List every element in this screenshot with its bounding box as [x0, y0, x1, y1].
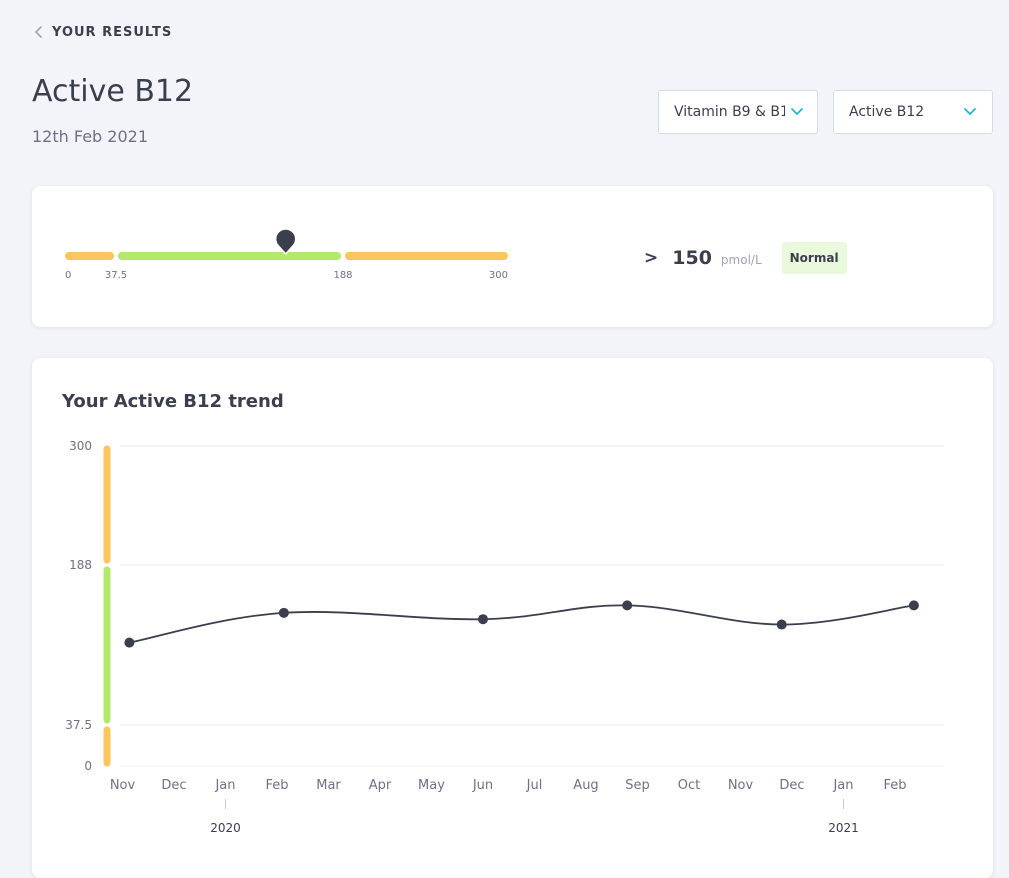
data-point: [124, 637, 135, 648]
result-marker-icon: [275, 228, 297, 256]
chevron-down-icon: [791, 108, 803, 115]
range-tick-label: 37.5: [105, 270, 127, 281]
range-bar: 0 37.5 188 300: [65, 228, 508, 281]
data-point: [622, 600, 633, 611]
data-point: [776, 619, 787, 630]
x-tick-label: Jul: [526, 778, 543, 793]
result-value-group: > 150 pmol/L Normal: [644, 242, 847, 274]
x-tick-label: Jan: [214, 778, 235, 793]
range-tick-label: 300: [489, 270, 508, 281]
y-tick-label: 188: [69, 558, 92, 572]
trend-line: [129, 604, 915, 644]
result-range-card: 0 37.5 188 300 > 150 pmol/L Normal: [32, 186, 993, 327]
chevron-down-icon: [964, 108, 976, 115]
page-title: Active B12: [32, 74, 194, 109]
data-point: [478, 614, 488, 625]
x-tick-label: Aug: [573, 778, 598, 793]
x-tick-label: Nov: [110, 778, 136, 793]
test-select[interactable]: Active B12: [833, 90, 993, 134]
x-tick-label: Jan: [832, 778, 853, 793]
category-select[interactable]: Vitamin B9 & B12: [658, 90, 818, 134]
x-tick-label: Mar: [316, 778, 341, 793]
x-tick-label: Dec: [779, 778, 804, 793]
result-unit: pmol/L: [720, 253, 762, 267]
year-label: 2020: [210, 821, 241, 835]
x-tick-label: Feb: [265, 778, 288, 793]
y-tick-label: 0: [84, 759, 92, 773]
range-tick-label: 188: [333, 270, 352, 281]
test-select-value: Active B12: [849, 104, 925, 120]
result-comparator: >: [644, 248, 659, 268]
x-tick-label: Feb: [883, 778, 906, 793]
y-tick-label: 300: [69, 439, 92, 453]
result-value: 150: [672, 247, 712, 269]
result-date: 12th Feb 2021: [32, 127, 148, 146]
x-tick-label: May: [418, 778, 445, 793]
data-point: [908, 600, 919, 611]
data-point: [278, 607, 289, 618]
trend-card: Your Active B12 trend 0 37.5 188 300 Nov Dec J…: [32, 358, 993, 878]
trend-title: Your Active B12 trend: [62, 391, 284, 412]
y-tick-label: 37.5: [65, 718, 92, 732]
x-tick-label: Nov: [728, 778, 754, 793]
back-link-label: YOUR RESULTS: [52, 24, 173, 40]
x-tick-label: Sep: [625, 778, 650, 793]
status-badge: Normal: [781, 242, 847, 274]
chevron-left-icon: [35, 26, 42, 38]
range-tick-label: 0: [65, 270, 71, 281]
category-select-value: Vitamin B9 & B12: [674, 104, 785, 120]
x-tick-label: Apr: [369, 778, 392, 793]
back-to-results-link[interactable]: YOUR RESULTS: [32, 22, 172, 42]
x-tick-label: Jun: [472, 778, 493, 793]
x-tick-label: Oct: [678, 778, 700, 793]
x-tick-label: Dec: [161, 778, 186, 793]
trend-chart: 0 37.5 188 300 Nov Dec Jan Feb Mar Apr May Jun Jul Au…: [65, 439, 944, 835]
year-label: 2021: [828, 821, 859, 835]
